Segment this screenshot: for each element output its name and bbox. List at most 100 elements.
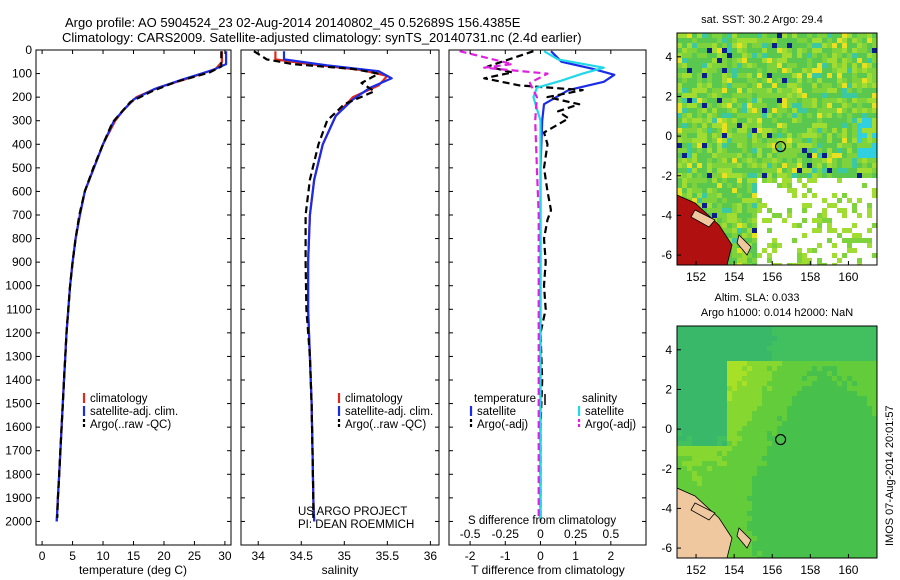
map-cell (677, 376, 682, 381)
map-cell (822, 506, 827, 511)
map-cell (812, 163, 817, 168)
map-cell (822, 391, 827, 396)
map-cell (677, 471, 682, 476)
map-cell (677, 486, 682, 491)
map-cell (812, 78, 817, 83)
map-cell (802, 148, 807, 153)
map-cell (752, 481, 757, 486)
map-cell (837, 456, 842, 461)
map-cell (677, 83, 682, 88)
map-cell (752, 406, 757, 411)
map-cell (787, 441, 792, 446)
map-cell (697, 486, 702, 491)
map-cell (767, 223, 772, 228)
map-cell (717, 183, 722, 188)
map-cell (712, 143, 717, 148)
map-cell (742, 421, 747, 426)
map-cell (817, 461, 822, 466)
map-cell (712, 436, 717, 441)
map-cell (812, 331, 817, 336)
map-cell (777, 178, 782, 183)
map-cell (742, 88, 747, 93)
map-cell (737, 511, 742, 516)
map-cell (697, 88, 702, 93)
map-cell (787, 536, 792, 541)
map-cell (852, 481, 857, 486)
map-cell (727, 511, 732, 516)
map-cell (837, 193, 842, 198)
map-cell (827, 346, 832, 351)
map-cell (682, 406, 687, 411)
map-cell (772, 491, 777, 496)
map-cell (772, 516, 777, 521)
map-cell (867, 243, 872, 248)
map-cell (767, 123, 772, 128)
map-cell (802, 521, 807, 526)
map-cell (862, 43, 867, 48)
map-cell (782, 341, 787, 346)
map-cell (817, 43, 822, 48)
map-cell (697, 58, 702, 63)
map-cell (872, 33, 877, 38)
map-cell (827, 401, 832, 406)
map-cell (762, 58, 767, 63)
map-cell (687, 98, 692, 103)
map-cell (742, 556, 747, 558)
map-cell (762, 93, 767, 98)
map-cell (852, 536, 857, 541)
map-cell (807, 526, 812, 531)
map-cell (842, 461, 847, 466)
map-cell (732, 506, 737, 511)
map-cell (742, 53, 747, 58)
map-cell (802, 48, 807, 53)
map-cell (757, 238, 762, 243)
map-cell (772, 228, 777, 233)
map-cell (822, 441, 827, 446)
map-cell (797, 521, 802, 526)
map-cell (677, 123, 682, 128)
map-cell (777, 441, 782, 446)
map-cell (792, 203, 797, 208)
map-cell (797, 153, 802, 158)
map-cell (717, 391, 722, 396)
map-cell (832, 396, 837, 401)
map-cell (737, 506, 742, 511)
map-cell (772, 411, 777, 416)
map-cell (842, 441, 847, 446)
map-cell (737, 381, 742, 386)
map-cell (867, 381, 872, 386)
map-cell (767, 198, 772, 203)
map-cell (867, 193, 872, 198)
temperature-xlabel: temperature (deg C) (79, 563, 187, 577)
map-cell (872, 248, 877, 253)
map-cell (697, 73, 702, 78)
map-cell (862, 123, 867, 128)
map-cell (872, 466, 877, 471)
map-cell (782, 33, 787, 38)
map-cell (807, 461, 812, 466)
map-cell (752, 258, 757, 263)
map-cell (722, 421, 727, 426)
map-cell (807, 88, 812, 93)
map-cell (792, 376, 797, 381)
map-cell (727, 431, 732, 436)
map-cell (842, 43, 847, 48)
map-cell (752, 446, 757, 451)
map-cell (737, 83, 742, 88)
map-cell (692, 43, 697, 48)
map-cell (847, 148, 852, 153)
map-cell (747, 401, 752, 406)
map-cell (772, 78, 777, 83)
map-cell (727, 218, 732, 223)
map-cell (752, 58, 757, 63)
map-cell (727, 486, 732, 491)
map-cell (807, 98, 812, 103)
map-cell (757, 536, 762, 541)
map-cell (832, 38, 837, 43)
map-cell (792, 546, 797, 551)
map-cell (782, 158, 787, 163)
map-cell (737, 113, 742, 118)
map-cell (757, 391, 762, 396)
map-cell (792, 243, 797, 248)
map-cell (712, 48, 717, 53)
